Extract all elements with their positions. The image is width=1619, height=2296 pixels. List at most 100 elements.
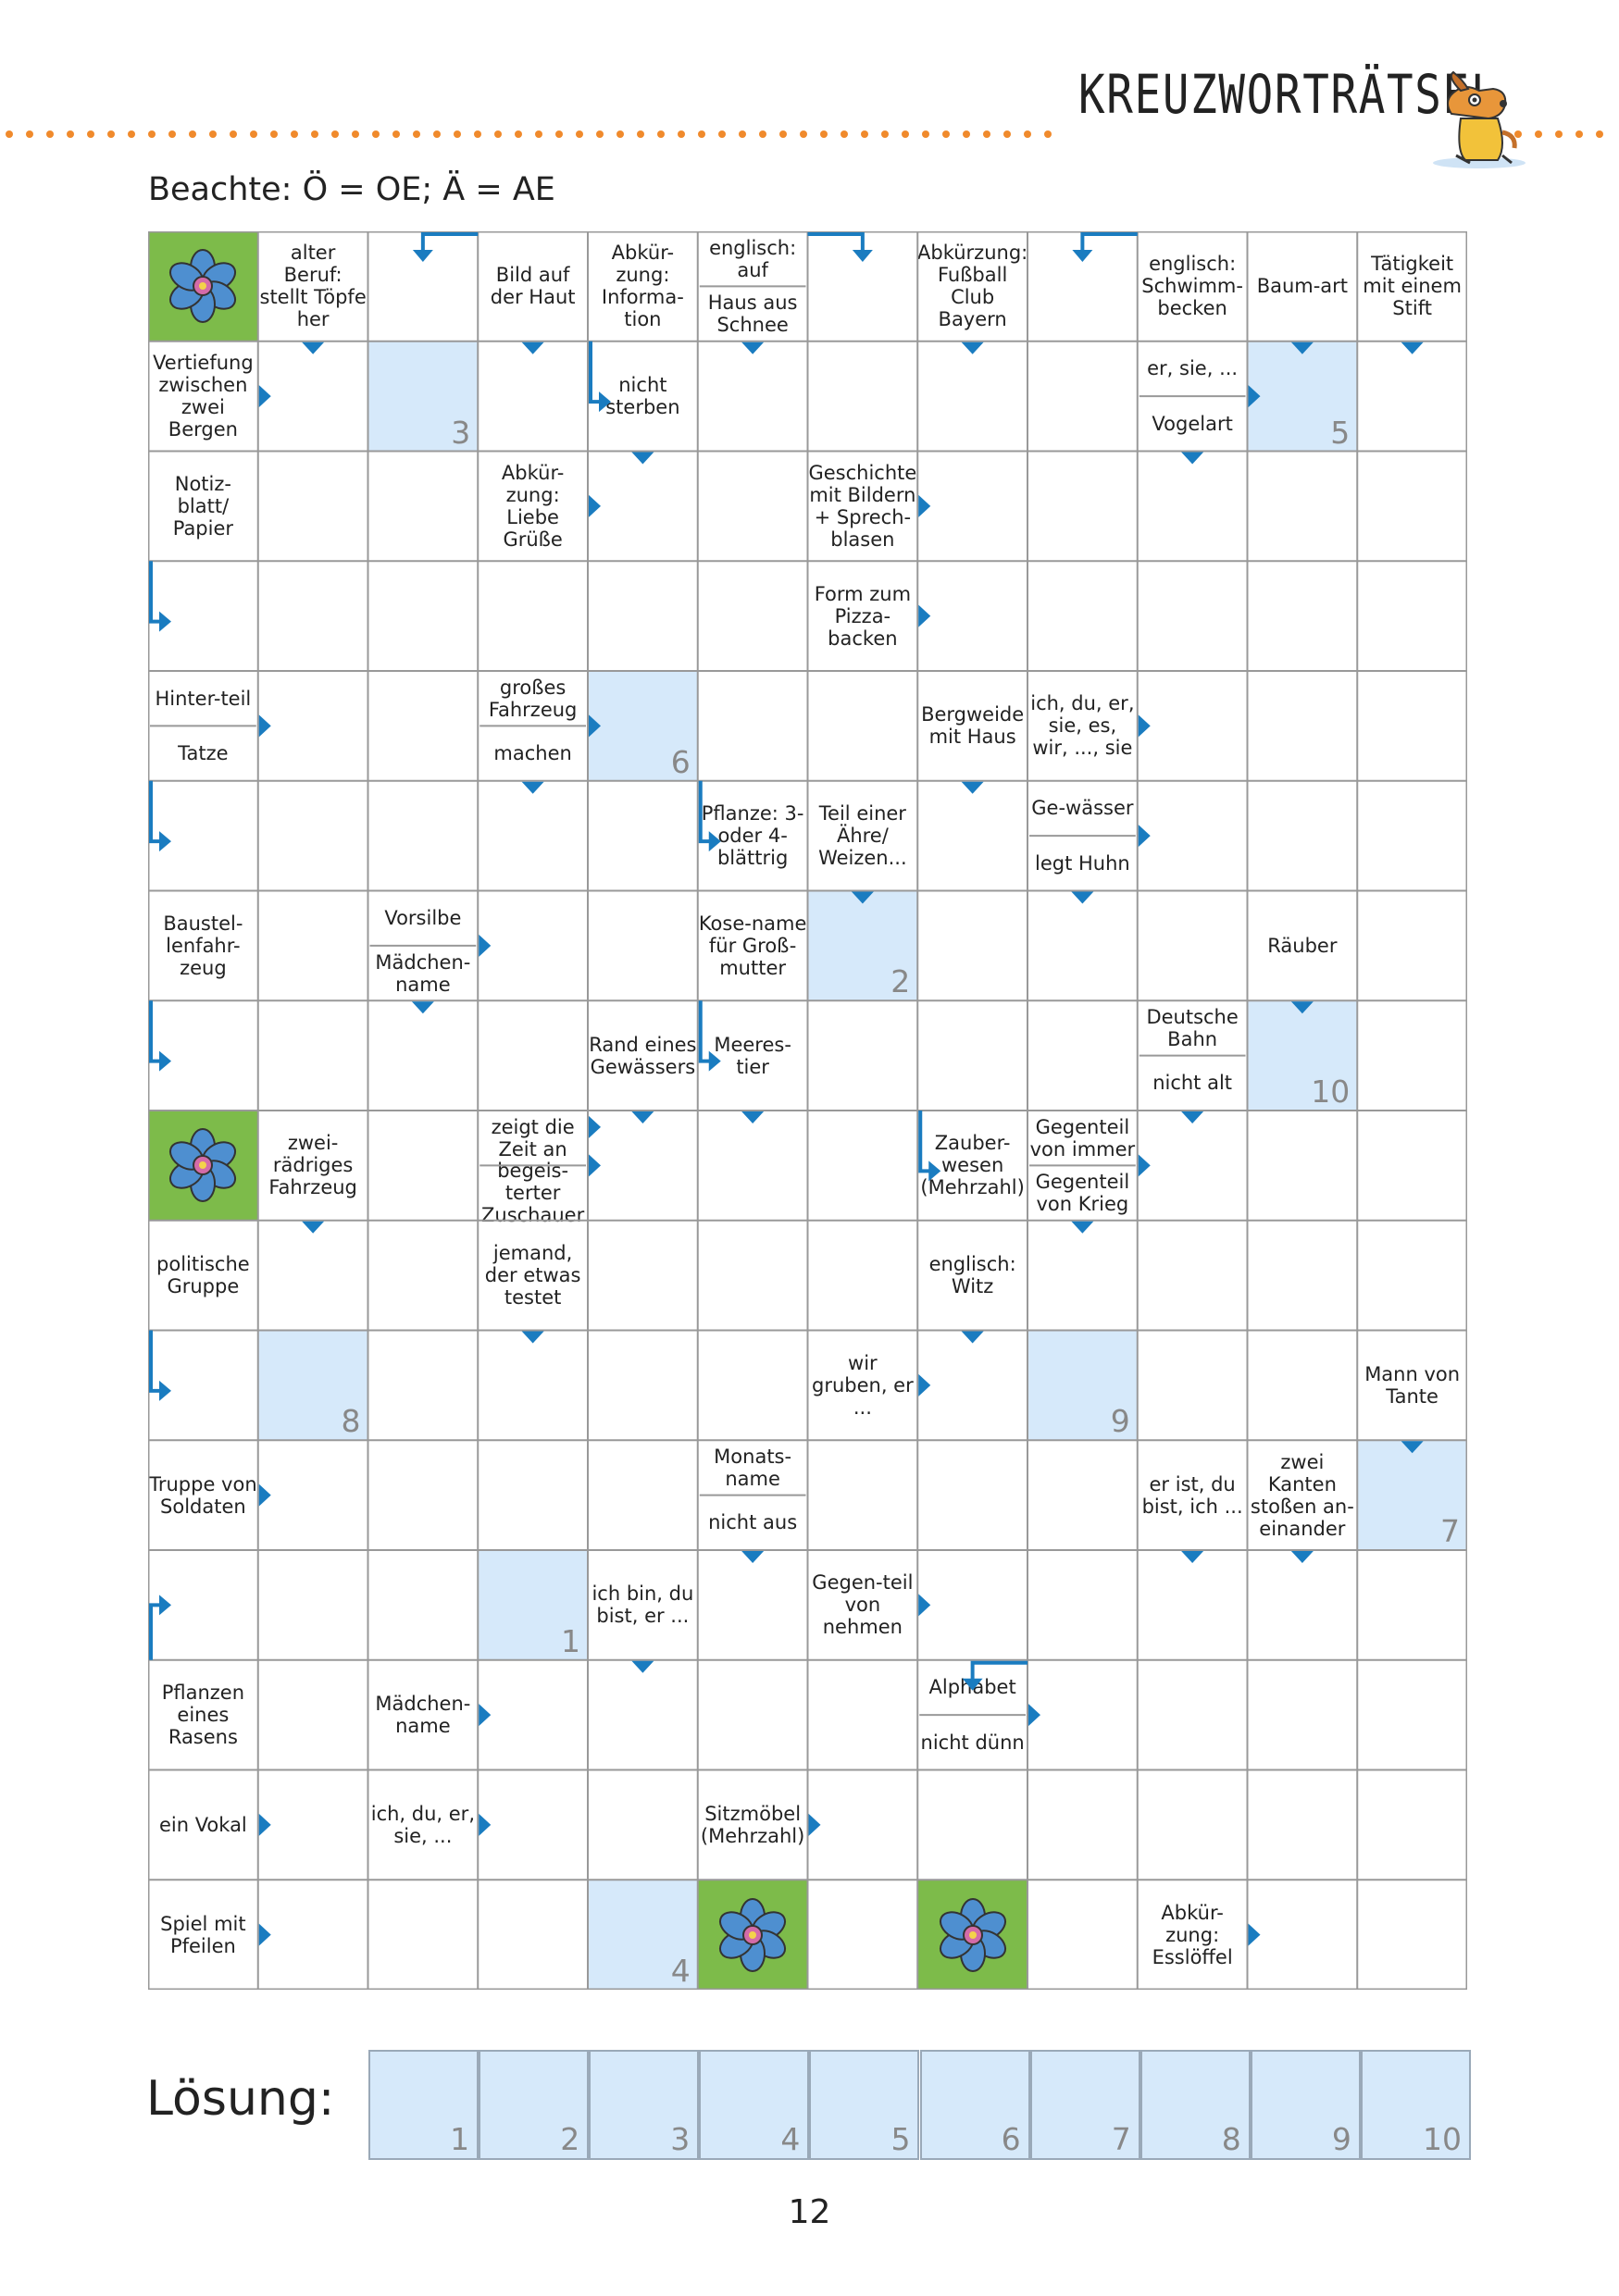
solution-box-number: 3 [670,2121,691,2157]
clue-text: nicht dünn [920,1731,1025,1754]
divider-dot [352,130,359,138]
divider-dot [698,130,705,138]
clue-text: Vogelart [1152,412,1233,435]
solution-cell[interactable]: 2 [807,890,918,1001]
solution-box[interactable]: 2 [479,2050,590,2160]
clue-text: englisch: Witz [928,1253,1016,1298]
solution-box[interactable]: 6 [919,2050,1030,2160]
divider-dot [739,130,746,138]
divider-dot [250,130,257,138]
divider-dot [189,130,196,138]
solution-cell[interactable]: 7 [1357,1440,1467,1550]
solution-box-number: 1 [450,2121,470,2157]
divider-dot [392,130,400,138]
divider-dot [87,130,94,138]
clue-text: ein Vokal [158,1813,247,1836]
clue-text: Meeres-tier [714,1033,791,1078]
solution-number: 8 [341,1403,361,1440]
page-number: 12 [788,2193,831,2231]
clue-text: englisch: Schwimm-becken [1141,253,1243,320]
solution-cell[interactable]: 10 [1247,1000,1358,1111]
clue-text: Gegen-teil von nehmen [812,1571,914,1639]
clue-text: zwei Kanten stoßen an-einander [1250,1450,1354,1540]
clue-text: Vorsilbe [384,907,462,930]
clue-text: Geschichte mit Bildern + Sprech-blasen [808,461,917,551]
solution-number: 2 [890,963,911,1000]
solution-label: Lösung: [146,2071,335,2127]
solution-box-number: 9 [1331,2121,1351,2157]
divider-dot [861,130,868,138]
clue-text: nicht aus [708,1511,798,1534]
clue-text: begeis-terter Zuschauer [481,1160,585,1227]
solution-cell[interactable]: 8 [257,1330,368,1441]
solution-box[interactable]: 4 [699,2050,810,2160]
solution-number: 9 [1110,1403,1130,1440]
clue-text: großes Fahrzeug [488,676,578,721]
clue-text: Abkür-zung: Esslöffel [1152,1901,1233,1968]
divider-dot [1555,130,1563,138]
solution-cell[interactable]: 4 [588,1880,698,1990]
divider-dot [372,130,380,138]
dotted-divider [6,130,1603,138]
solution-number: 1 [561,1622,580,1659]
divider-dot [841,130,848,138]
divider-dot [311,130,318,138]
divider-dot [515,130,522,138]
clue-text: Mädchen-name [375,1693,471,1738]
solution-box[interactable]: 10 [1360,2050,1471,2160]
clue-text: Pflanze: 3-oder 4-blättrig [701,802,804,870]
solution-box-number: 10 [1422,2121,1462,2157]
clue-text: Hinter-teil [155,687,252,710]
divider-dot [494,130,502,138]
divider-dot [1596,130,1603,138]
solution-cell[interactable]: 1 [478,1550,588,1660]
solution-box[interactable]: 7 [1029,2050,1140,2160]
divider-dot [433,130,441,138]
divider-dot [902,130,909,138]
solution-cell[interactable]: 5 [1247,341,1358,452]
divider-dot [616,130,624,138]
divider-dot [6,130,13,138]
solution-box[interactable]: 9 [1250,2050,1361,2160]
clue-text: Tätigkeit mit einem Stift [1363,253,1462,320]
divider-dot [107,130,115,138]
solution-cell[interactable]: 9 [1027,1330,1138,1441]
clue-text: Spiel mit Pfeilen [160,1912,246,1957]
clue-text: Truppe von Soldaten [149,1472,257,1518]
solution-box-number: 8 [1221,2121,1241,2157]
clue-text: legt Huhn [1035,851,1130,875]
clue-text: Notiz-blatt/ Papier [172,472,234,540]
solution-number: 10 [1311,1074,1351,1110]
clue-text: ich bin, du bist, er ... [592,1582,694,1628]
solution-cell[interactable]: 3 [367,341,479,452]
divider-dot [168,130,176,138]
clue-text: nicht alt [1152,1072,1233,1095]
solution-cell[interactable]: 6 [588,671,698,781]
divider-dot [596,130,604,138]
clue-text: machen [493,742,572,765]
divider-dot [718,130,726,138]
divider-dot [963,130,970,138]
clue-text: er, sie, ... [1147,357,1239,380]
clue-text: Baum-art [1256,275,1349,298]
clue-text: Ge-wässer [1031,797,1134,820]
solution-box[interactable]: 5 [809,2050,920,2160]
divider-dot [291,130,298,138]
divider-dot [413,130,420,138]
clue-text: er ist, du bist, ich ... [1141,1472,1243,1518]
solution-number: 4 [670,1953,691,1989]
solution-box[interactable]: 8 [1140,2050,1251,2160]
clue-text: Mädchen-name [375,950,471,996]
clue-text: Rand eines Gewässers [589,1033,697,1078]
clue-text: Deutsche Bahn [1146,1005,1239,1050]
divider-dot [800,130,807,138]
clue-text: Gegenteil von Krieg [1035,1171,1130,1216]
flower-icon [697,1880,808,1990]
solution-box[interactable]: 3 [589,2050,700,2160]
hint-text: Beachte: Ö = OE; Ä = AE [148,171,555,208]
solution-box[interactable]: 1 [368,2050,479,2160]
clue-text: Räuber [1267,934,1338,957]
crossword-clues: 3 5 6 2 10 8 9 7 1 4 alter Beruf: stellt Töpfe her… [148,231,1467,1990]
solution-number: 5 [1330,414,1351,451]
divider-dot [209,130,217,138]
